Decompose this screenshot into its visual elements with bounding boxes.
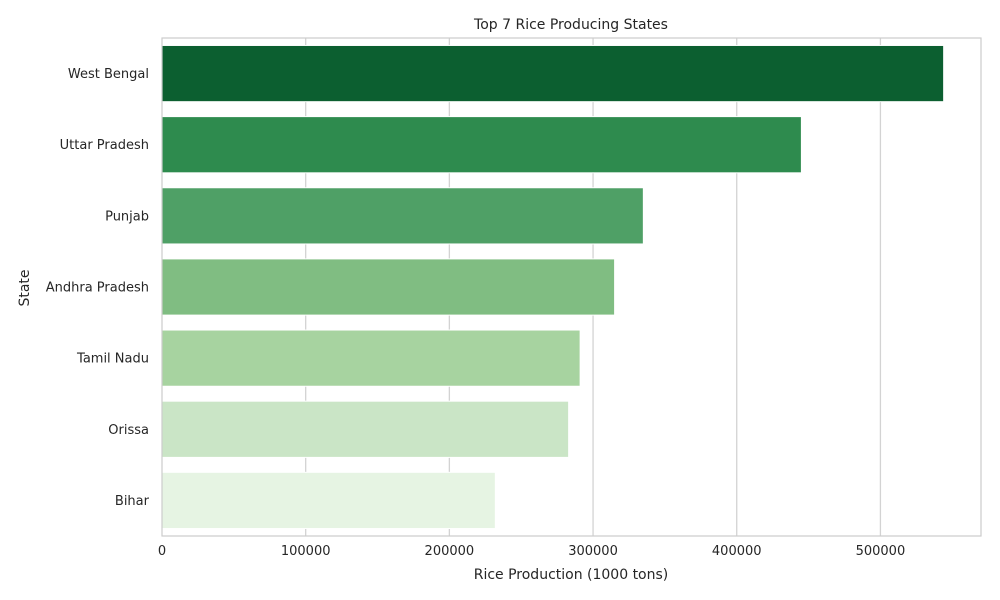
y-tick-label: Uttar Pradesh [60,138,149,153]
x-tick-label: 100000 [281,544,331,559]
chart-title: Top 7 Rice Producing States [473,17,668,33]
x-tick-label: 200000 [425,544,475,559]
x-axis-label: Rice Production (1000 tons) [474,567,669,583]
bar [161,471,496,530]
y-tick-label: Orissa [108,423,149,438]
bar [161,329,581,387]
x-tick-labels: 0 100000 200000 300000 400000 500000 [158,544,905,559]
x-tick-label: 500000 [856,544,906,559]
x-tick-label: 400000 [712,544,762,559]
y-tick-label: West Bengal [68,67,149,82]
y-axis-label: State [17,269,33,306]
bar [161,187,644,245]
bar [161,400,570,458]
plot-frame [161,37,982,537]
bars [161,44,945,530]
x-tick-label: 0 [158,544,166,559]
y-tick-label: Bihar [115,494,150,509]
y-tick-label: Punjab [105,209,149,224]
y-tick-labels: West Bengal Uttar Pradesh Punjab Andhra Pra… [46,67,150,509]
y-tick-label: Tamil Nadu [76,352,149,367]
y-tick-label: Andhra Pradesh [46,281,149,296]
bar [161,44,945,103]
bar [161,116,802,174]
bar [161,258,616,316]
x-tick-label: 300000 [568,544,618,559]
